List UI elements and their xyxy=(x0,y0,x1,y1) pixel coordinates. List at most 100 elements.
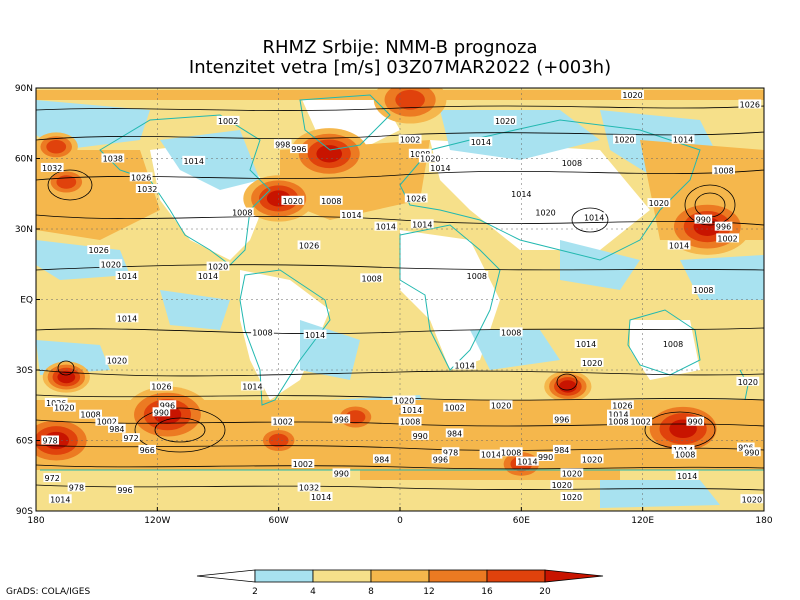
pressure-label-text: 1008 xyxy=(663,340,683,349)
pressure-label: 996 xyxy=(116,484,134,495)
pressure-label-box xyxy=(149,381,173,391)
pressure-label: 996 xyxy=(158,400,177,410)
pressure-label-box xyxy=(489,400,513,410)
pressure-label-box xyxy=(516,456,539,466)
pressure-label-box xyxy=(667,240,691,250)
pressure-label-text: 1020 xyxy=(54,404,74,413)
pressure-label: 1032 xyxy=(135,184,159,194)
pressure-label-box xyxy=(408,148,432,158)
pressure-label-text: 1020 xyxy=(649,199,669,208)
colorbar-high-arrow xyxy=(544,569,604,583)
pressure-label-box xyxy=(607,409,630,419)
pressure-label: 972 xyxy=(122,433,140,443)
pressure-label-box xyxy=(647,198,671,208)
pressure-label: 990 xyxy=(694,214,713,225)
pressure-label-text: 1014 xyxy=(305,331,325,340)
pressure-label-box xyxy=(303,329,327,339)
pressure-label-box xyxy=(196,271,220,280)
pressure-label: 1014 xyxy=(671,134,695,145)
colorbar-label: 20 xyxy=(539,587,551,597)
pressure-label-text: 996 xyxy=(334,415,349,424)
pressure-label-text: 990 xyxy=(538,453,553,462)
pressure-label-box xyxy=(671,444,695,454)
pressure-label: 1014 xyxy=(516,456,539,467)
colorbar: 2 4 8 12 16 20 xyxy=(196,569,604,597)
pressure-label-text: 996 xyxy=(716,223,731,232)
pressure-label: 990 xyxy=(152,407,171,417)
pressure-label-text: 1002 xyxy=(630,418,650,427)
pressure-label: 1020 xyxy=(99,259,123,269)
pressure-label: 990 xyxy=(536,451,555,462)
pressure-label-text: 1002 xyxy=(444,404,464,413)
pressure-label-text: 1026 xyxy=(299,241,319,250)
colorbar-label: 4 xyxy=(310,587,316,597)
pressure-label-box xyxy=(101,153,125,163)
pressure-label-text: 1008 xyxy=(608,418,628,427)
pressure-label: 1002 xyxy=(95,416,119,427)
pressure-label: 1002 xyxy=(443,402,466,413)
pressure-label-box xyxy=(398,416,422,426)
pressure-label-box xyxy=(580,357,604,367)
pressure-label: 1008 xyxy=(360,273,384,283)
pressure-label-text: 1008 xyxy=(400,418,420,427)
pressure-label-box xyxy=(206,261,230,271)
pressure-label-text: 990 xyxy=(696,216,711,225)
pressure-label: 1020 xyxy=(281,195,305,206)
pressure-label: 1020 xyxy=(647,198,671,208)
pressure-label-text: 1008 xyxy=(562,159,582,168)
wind-core-7 xyxy=(56,175,77,189)
wind-core-10 xyxy=(345,410,366,424)
pressure-label-text: 1008 xyxy=(501,328,521,337)
pressure-label-box xyxy=(271,416,295,426)
wind-core-12 xyxy=(46,139,67,154)
pressure-label: 1020 xyxy=(560,468,584,478)
pressure-label-text: 1002 xyxy=(218,117,238,126)
pressure-label-box xyxy=(404,193,428,203)
pressure-label: 996 xyxy=(431,454,450,464)
pressure-label-text: 1002 xyxy=(293,460,313,469)
pressure-label-text: 1002 xyxy=(400,136,420,145)
pressure-label: 1020 xyxy=(105,355,129,366)
pressure-label-box xyxy=(661,339,685,349)
pressure-label-text: 978 xyxy=(69,484,84,493)
pressure-label: 1014 xyxy=(340,209,363,220)
pressure-label: 1014 xyxy=(309,491,333,502)
pressure-label-box xyxy=(79,409,102,419)
pressure-label-box xyxy=(671,134,695,144)
pressure-label-box xyxy=(499,327,523,337)
pressure-label-text: 1014 xyxy=(50,495,70,504)
pressure-label-box xyxy=(48,494,72,504)
pressure-label-text: 1020 xyxy=(742,495,762,504)
pressure-label-text: 1014 xyxy=(576,340,596,349)
pressure-label-box xyxy=(686,416,705,426)
pressure-label-text: 1020 xyxy=(208,263,228,272)
pressure-label-text: 1014 xyxy=(184,157,204,166)
pressure-label: 1020 xyxy=(534,207,557,218)
pressure-label-text: 1020 xyxy=(101,260,121,269)
pressure-label-box xyxy=(443,402,466,412)
pressure-label: 1020 xyxy=(52,402,76,413)
x-axis: 180 120W 60W 0 60E 120E 180 xyxy=(27,507,773,526)
pressure-label: 1008 xyxy=(398,416,422,427)
pressure-label-text: 1020 xyxy=(283,197,303,206)
colorbar-segment xyxy=(428,569,488,583)
pressure-label: 1026 xyxy=(129,172,153,182)
pressure-label-text: 990 xyxy=(154,408,169,417)
pressure-label-box xyxy=(115,271,139,280)
pressure-label-box xyxy=(115,313,139,323)
pressure-label-box xyxy=(453,360,477,370)
pressure-label-text: 1026 xyxy=(89,246,109,255)
pressure-label: 1020 xyxy=(418,153,442,164)
wind-core-1 xyxy=(316,145,343,163)
pressure-label-text: 1020 xyxy=(495,117,515,126)
pressure-labels: 1002998996100210081014102010201026101410… xyxy=(40,90,764,504)
pressure-label-text: 984 xyxy=(447,429,462,438)
pressure-label: 1026 xyxy=(149,381,173,391)
pressure-label: 1002 xyxy=(291,459,315,469)
pressure-label-box xyxy=(87,245,111,255)
y-tick-label: 90S xyxy=(16,507,33,517)
pressure-label: 1020 xyxy=(740,494,764,504)
x-tick-label: 0 xyxy=(397,516,403,526)
pressure-label: 1014 xyxy=(582,212,606,222)
pressure-label: 1014 xyxy=(240,381,264,391)
